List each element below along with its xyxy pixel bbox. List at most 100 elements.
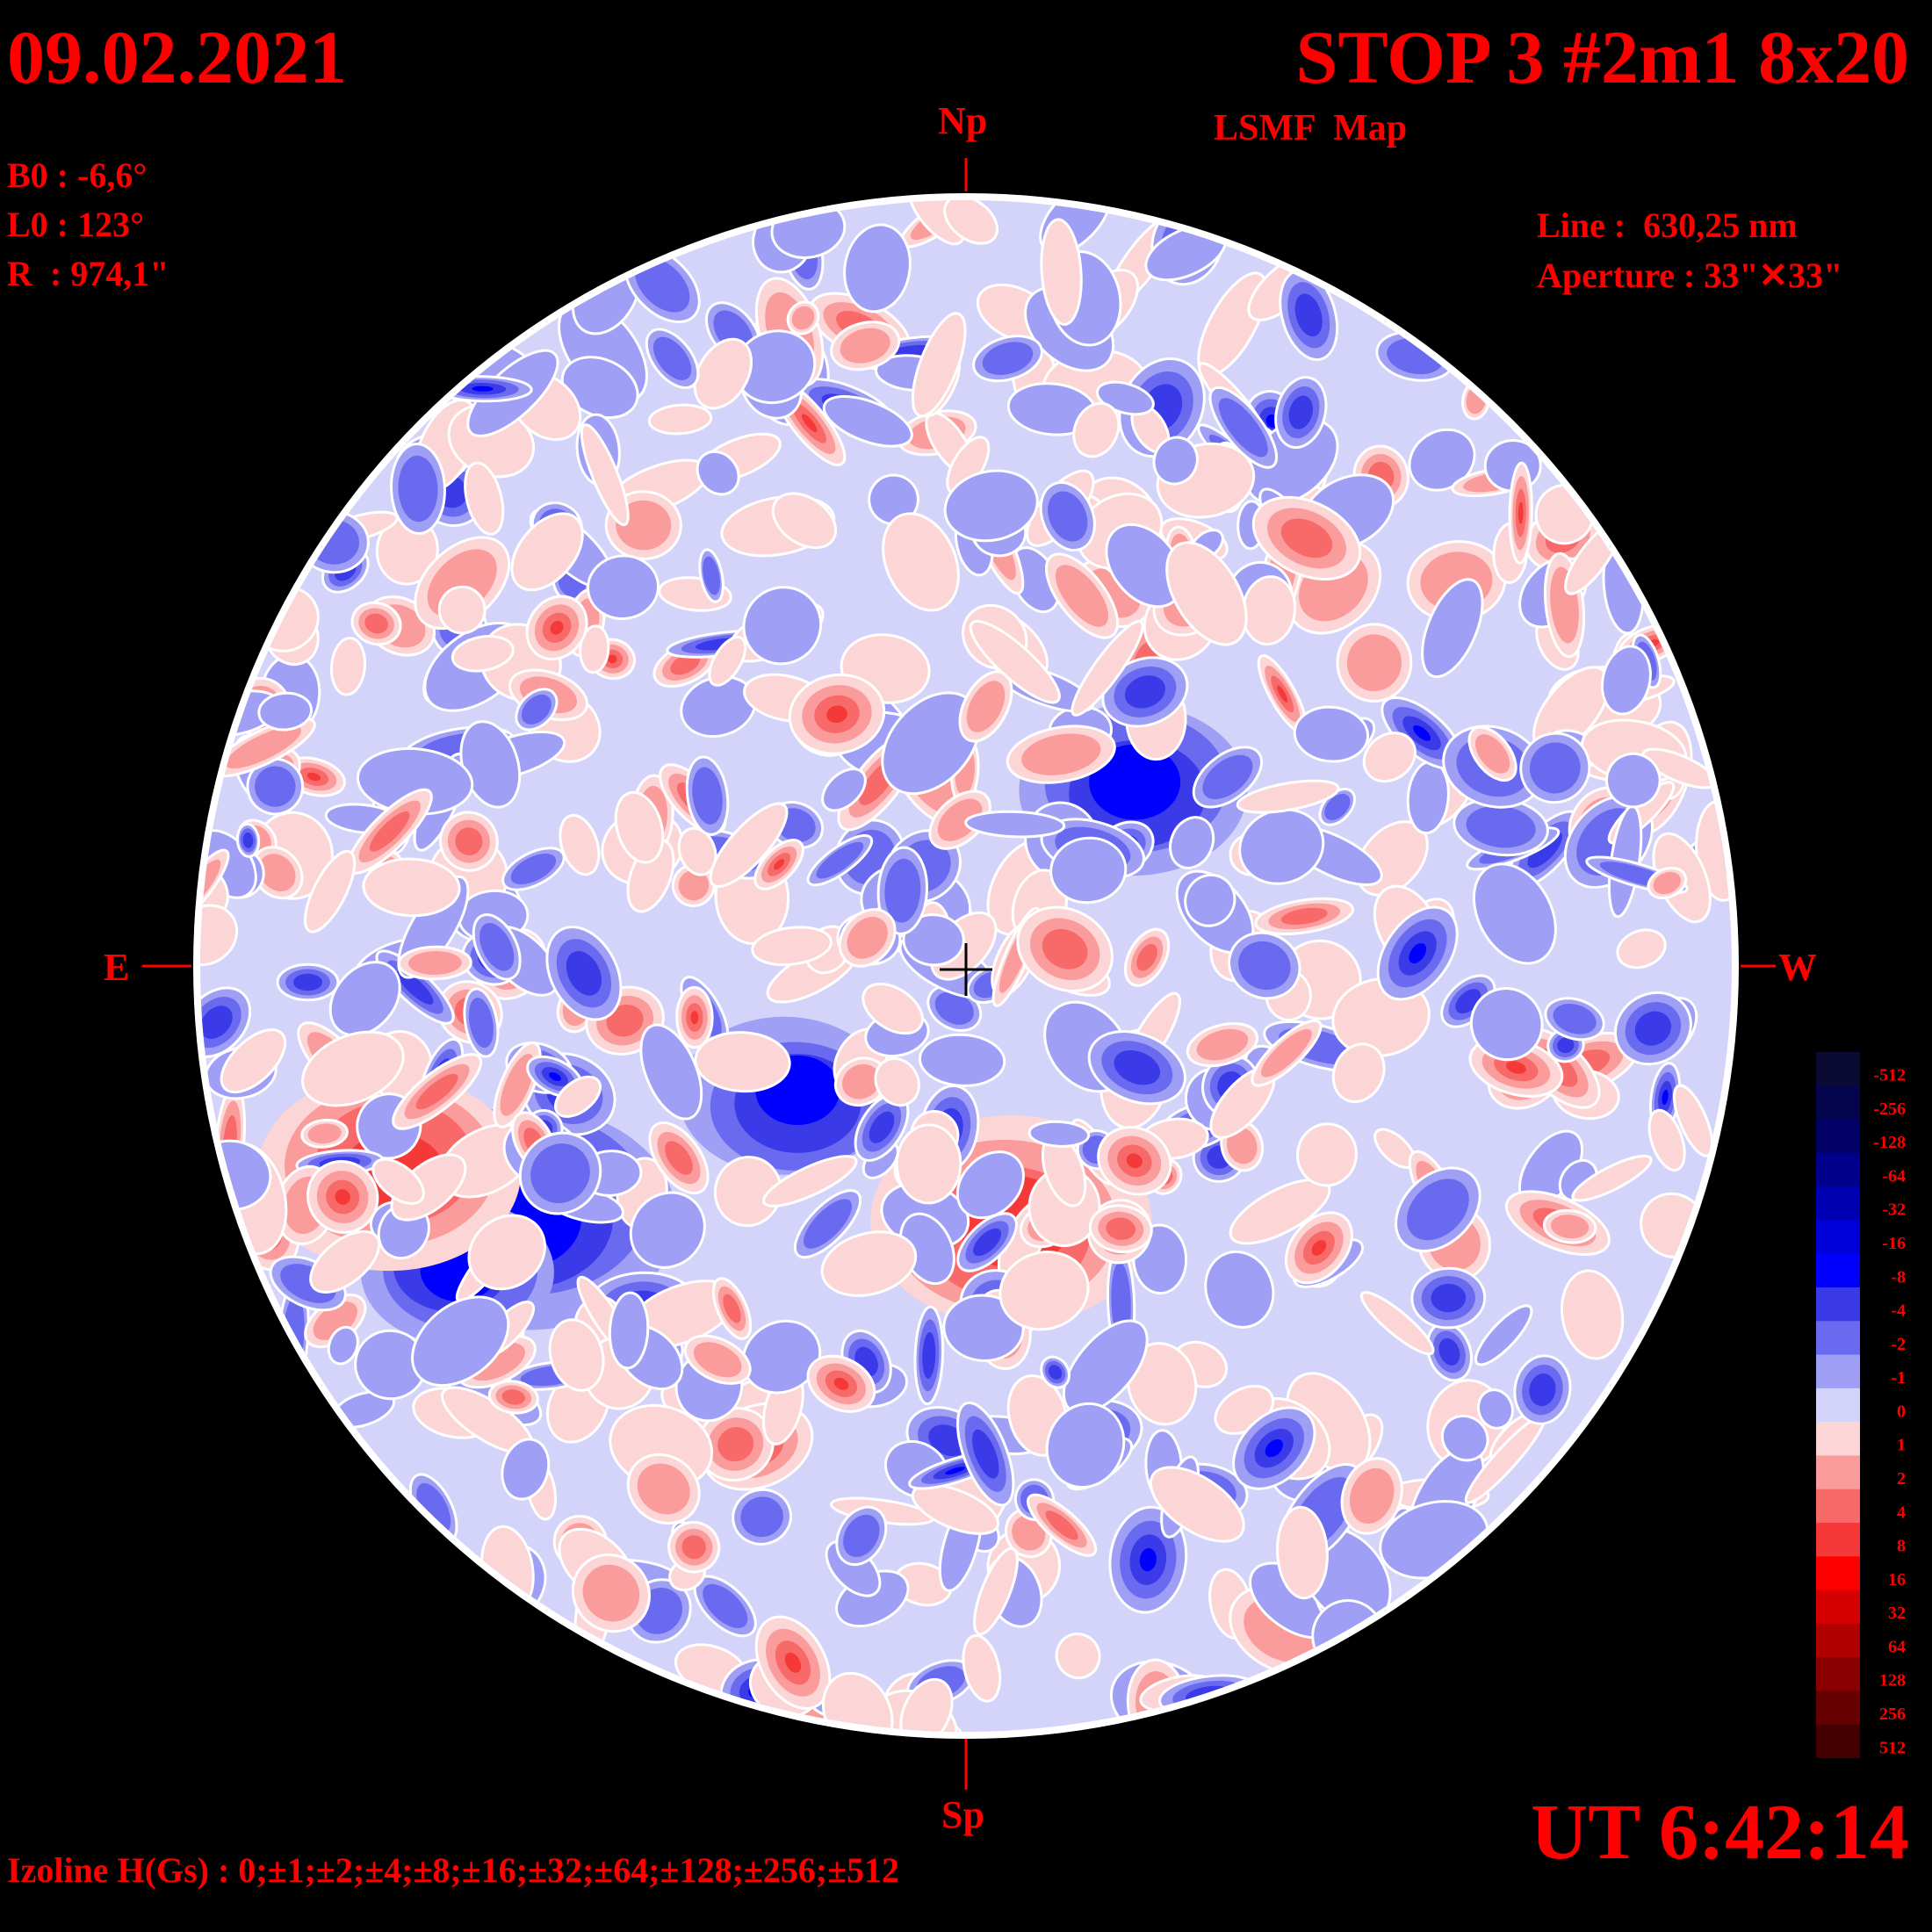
field-blob <box>1045 1510 1078 1540</box>
field-blob <box>762 1155 858 1208</box>
legend-label: 16 <box>1888 1570 1906 1590</box>
field-blob <box>1049 836 1128 905</box>
field-blob <box>911 312 967 418</box>
field-region <box>1089 744 1181 820</box>
field-blob <box>257 691 314 732</box>
field-blob <box>693 337 753 410</box>
field-blob <box>1571 1154 1653 1202</box>
legend-swatch <box>1816 1489 1860 1524</box>
field-blob <box>843 1514 880 1558</box>
legend-swatch <box>1816 1220 1860 1255</box>
field-blob <box>1114 1049 1161 1085</box>
field-blob <box>639 1023 703 1121</box>
field-blob <box>847 917 888 959</box>
field-blob <box>1505 1061 1526 1074</box>
field-blob <box>200 859 221 913</box>
field-blob <box>451 635 515 673</box>
field-blob <box>1149 1466 1245 1543</box>
field-blob <box>407 950 462 976</box>
solar-disk <box>193 193 1739 1739</box>
field-blob <box>751 926 833 967</box>
legend-swatch <box>1816 1354 1860 1389</box>
field-blob <box>791 306 815 330</box>
legend-swatch <box>1816 1422 1860 1456</box>
field-blob <box>258 854 296 891</box>
field-blob <box>703 556 720 595</box>
field-blob <box>1553 1003 1597 1034</box>
field-blob <box>369 811 410 852</box>
field-blob <box>579 624 610 674</box>
field-blob <box>723 1294 741 1323</box>
field-blob <box>884 858 921 923</box>
field-blob <box>335 1189 350 1205</box>
field-blob <box>1055 1633 1101 1680</box>
legend-label: -128 <box>1873 1133 1906 1152</box>
field-blob <box>833 1377 849 1390</box>
field-blob <box>804 1199 852 1249</box>
legend-swatch <box>1816 1623 1860 1658</box>
field-blob <box>842 1063 881 1099</box>
field-blob <box>1407 1179 1469 1241</box>
field-blob <box>479 923 515 971</box>
field-blob <box>1409 942 1427 964</box>
legend-swatch <box>1816 1388 1860 1423</box>
field-blob <box>472 386 494 392</box>
field-blob <box>510 853 557 885</box>
field-blob <box>437 585 487 635</box>
field-blob <box>670 653 700 675</box>
field-blob <box>1012 1515 1046 1551</box>
field-blob <box>1517 501 1524 524</box>
field-blob <box>942 1294 1025 1362</box>
field-blob <box>1265 1438 1283 1458</box>
field-blob <box>530 1143 590 1204</box>
field-blob <box>681 1535 706 1560</box>
legend-label: 2 <box>1897 1469 1906 1489</box>
field-blob <box>1311 1240 1327 1256</box>
field-blob <box>1169 816 1215 869</box>
field-blob <box>1438 1337 1460 1366</box>
east-label: E <box>104 946 130 989</box>
field-blob <box>1042 928 1088 970</box>
legend-swatch <box>1816 1253 1860 1288</box>
field-blob <box>1550 1215 1590 1239</box>
field-blob <box>966 681 1006 732</box>
field-blob <box>1126 1153 1143 1169</box>
south-pole-label: Sp <box>941 1793 984 1836</box>
field-blob <box>1045 1402 1126 1489</box>
field-blob <box>1139 1547 1157 1572</box>
field-blob <box>1294 293 1323 337</box>
field-blob <box>840 328 890 364</box>
field-blob <box>550 620 564 635</box>
field-blob <box>1634 1011 1672 1046</box>
legend-swatch <box>1816 1085 1860 1121</box>
field-blob <box>1362 732 1417 783</box>
field-blob <box>922 1331 936 1379</box>
field-blob <box>608 1291 650 1370</box>
west-label: W <box>1778 946 1817 989</box>
field-blob <box>1474 1304 1533 1366</box>
field-blob <box>934 991 974 1025</box>
field-blob <box>945 1467 965 1475</box>
spectral-line: Line : 630,25 nm <box>1537 205 1798 245</box>
field-blob <box>1238 941 1291 991</box>
field-blob <box>843 223 912 314</box>
legend-label: -16 <box>1882 1234 1906 1253</box>
field-blob <box>902 913 965 967</box>
field-blob <box>411 1295 510 1388</box>
center-crosshair <box>940 943 992 996</box>
field-blob <box>820 1230 918 1297</box>
legend-swatch <box>1816 1119 1860 1154</box>
legend-label: 64 <box>1888 1637 1906 1656</box>
field-blob <box>1021 733 1101 775</box>
param-l0: L0 : 123° <box>7 205 144 244</box>
field-blob <box>1040 218 1083 326</box>
field-blob <box>510 512 584 592</box>
field-blob <box>962 1634 1002 1703</box>
field-blob <box>293 973 322 991</box>
field-blob <box>1529 1373 1556 1407</box>
field-blob <box>1276 1505 1329 1600</box>
field-blob <box>1196 1028 1249 1061</box>
field-blob <box>548 1318 605 1392</box>
magnetic-field-pattern <box>200 200 1732 1732</box>
field-blob <box>582 1564 640 1622</box>
